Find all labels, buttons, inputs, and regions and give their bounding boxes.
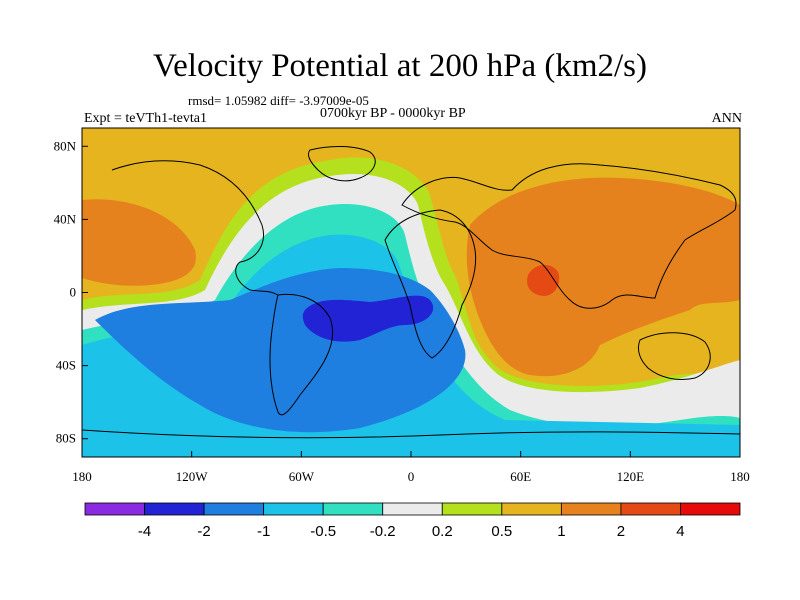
contour-field [82, 128, 740, 457]
colorbar-label: -1 [257, 523, 270, 540]
x-tick-label: 60W [289, 469, 315, 484]
colorbar-swatch [263, 502, 324, 516]
colorbar-label: 4 [676, 523, 684, 540]
coast-australia [637, 332, 711, 381]
colorbar-label: -4 [138, 523, 151, 540]
season-label: ANN [711, 111, 742, 126]
map-title: Velocity Potential at 200 hPa (km2/s) [152, 48, 648, 84]
colorbar-swatch [680, 502, 741, 516]
coast-south-america [269, 293, 334, 416]
x-tick-label: 60E [510, 469, 531, 484]
coast-antarctica [82, 429, 740, 439]
coast-north-america [111, 160, 279, 296]
coastlines [82, 146, 740, 439]
y-tick-label: 80S [56, 431, 76, 446]
experiment-label: Expt = teVTh1-tevta1 [84, 111, 207, 126]
colorbar-swatch [560, 502, 622, 516]
x-axis: 180 120W 60W 0 60E 120E 180 [72, 451, 750, 484]
colorbar-swatch [203, 502, 265, 516]
coast-africa [384, 209, 477, 359]
colorbar-label: -0.2 [370, 523, 396, 540]
colorbar-label: -0.5 [310, 523, 336, 540]
y-tick-label: 0 [70, 285, 77, 300]
contour-darkblue-core [302, 295, 434, 342]
contour-pacific-orange [82, 199, 196, 286]
x-tick-label: 120W [176, 469, 209, 484]
colorbar-label: 0.2 [432, 523, 453, 540]
y-tick-label: 40N [54, 211, 77, 226]
x-tick-label: 180 [730, 469, 750, 484]
colorbar-swatch [84, 502, 145, 516]
x-tick-label: 0 [408, 469, 415, 484]
colorbar-swatch [144, 502, 205, 516]
colorbar-swatch [322, 502, 384, 516]
colorbar-label: 2 [617, 523, 625, 540]
y-axis: 80N 40N 0 40S 80S [54, 138, 88, 446]
coast-eurasia [401, 163, 737, 309]
stats-text: rmsd= 1.05982 diff= -3.97009e-05 [188, 93, 369, 108]
colorbar-swatch [501, 502, 562, 516]
colorbar-label: 0.5 [491, 523, 512, 540]
coast-greenland [307, 146, 376, 182]
period-label: 0700kyr BP - 0000kyr BP [320, 106, 466, 121]
colorbar-swatch [441, 502, 503, 516]
contour-antarctic [82, 428, 740, 457]
colorbar-swatch [620, 502, 681, 516]
contour-asia-orange [466, 177, 740, 377]
colorbar-label: 1 [557, 523, 565, 540]
contour-india-red [527, 264, 560, 296]
colorbar-label: -2 [197, 523, 210, 540]
colorbar: -4 -2 -1 -0.5 -0.2 0.2 0.5 1 2 4 [84, 502, 741, 540]
y-tick-label: 80N [54, 138, 77, 153]
y-tick-label: 40S [56, 358, 76, 373]
x-tick-label: 180 [72, 469, 92, 484]
colorbar-swatch [382, 502, 443, 516]
x-tick-label: 120E [617, 469, 645, 484]
